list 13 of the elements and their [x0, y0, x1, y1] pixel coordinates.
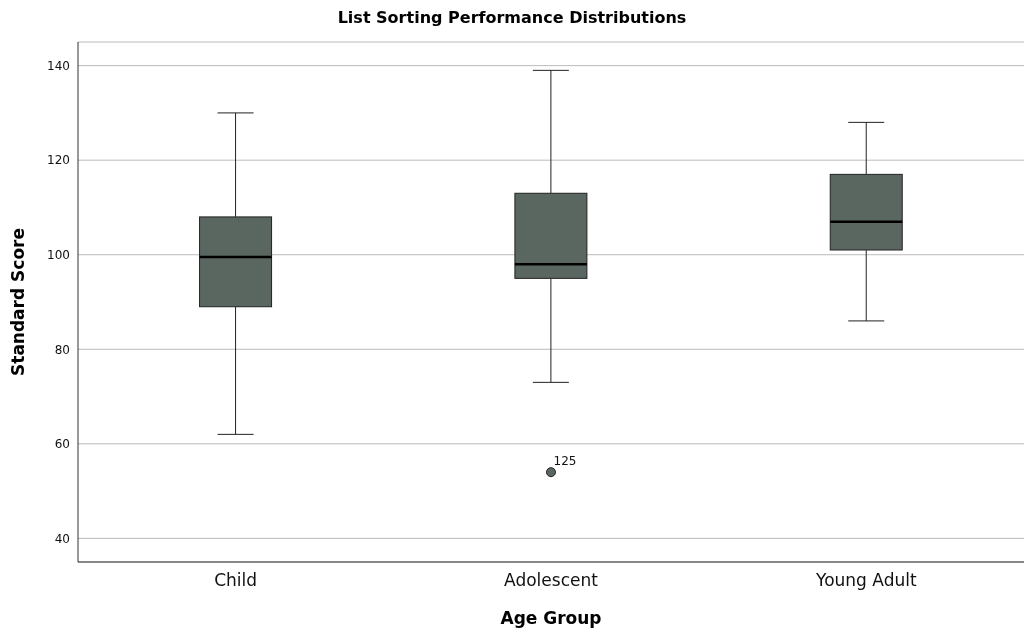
annotation: 125 [553, 454, 577, 469]
y-tick-label: 120 [47, 153, 70, 168]
chart-title: List Sorting Performance Distributions [336, 8, 688, 27]
y-tick-label: 80 [54, 342, 70, 357]
y-tick-label: 60 [54, 437, 70, 452]
y-tick-label: 40 [54, 531, 70, 546]
x-tick-label: Child [214, 570, 258, 591]
y-tick-label: 100 [47, 247, 70, 262]
x-tick-label: Adolescent [504, 570, 599, 591]
x-tick-label: Young Adult [815, 570, 917, 591]
x-axis-title: Age Group [499, 608, 603, 628]
y-tick-label: 140 [47, 58, 70, 73]
y-axis-title: Standard Score [8, 228, 28, 376]
